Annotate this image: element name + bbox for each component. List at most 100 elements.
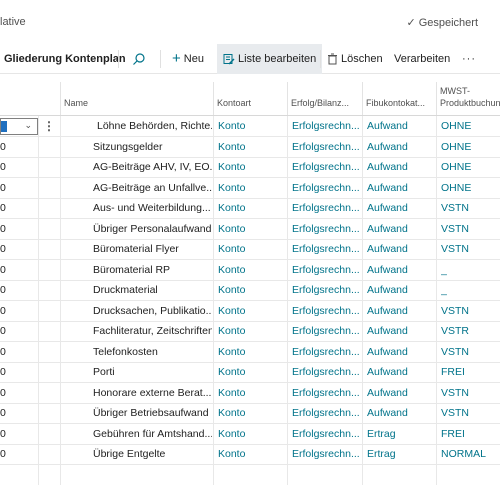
name-cell[interactable]: Sitzungsgelder: [93, 140, 163, 153]
kontoart-cell[interactable]: Konto: [218, 345, 246, 358]
fibu-category-cell[interactable]: Aufwand: [367, 140, 408, 153]
erfolg-bilanz-cell[interactable]: Erfolgsrechn...: [292, 407, 360, 419]
table-row[interactable]: 0 Drucksachen, Publikatio... Konto Erfolgsr…: [0, 300, 500, 322]
fibu-category-cell[interactable]: Aufwand: [367, 407, 408, 419]
mwst-product-cell[interactable]: _: [441, 284, 447, 296]
erfolg-bilanz-cell[interactable]: Erfolgsrechn...: [292, 263, 360, 276]
table-row[interactable]: 0 Büromaterial Flyer Konto Erfolgsrechn... A…: [0, 239, 500, 260]
process-menu[interactable]: Verarbeiten: [394, 53, 451, 65]
name-cell[interactable]: Druckmaterial: [93, 284, 158, 296]
kontoart-cell[interactable]: Konto: [218, 284, 246, 296]
account-no-cell[interactable]: 0: [0, 284, 6, 296]
account-no-cell[interactable]: 0: [0, 161, 6, 173]
table-row[interactable]: 0 Sitzungsgelder Konto Erfolgsrechn... Aufwa…: [0, 136, 500, 158]
mwst-product-cell[interactable]: OHNE: [441, 181, 472, 194]
fibu-category-cell[interactable]: Ertrag: [367, 427, 396, 440]
kontoart-cell[interactable]: Konto: [218, 161, 246, 173]
name-cell[interactable]: Büromaterial Flyer: [93, 243, 179, 255]
name-cell[interactable]: Übrige Entgelte: [93, 448, 166, 460]
erfolg-bilanz-cell[interactable]: Erfolgsrechn...: [292, 284, 360, 296]
kontoart-cell[interactable]: Konto: [218, 140, 246, 153]
table-row[interactable]: 0 Telefonkosten Konto Erfolgsrechn... Aufwan…: [0, 341, 500, 363]
kontoart-cell[interactable]: Konto: [218, 366, 246, 378]
table-row[interactable]: 0 AG-Beiträge an Unfallve... Konto Erfolgsr…: [0, 177, 500, 199]
fibu-category-cell[interactable]: Ertrag: [367, 448, 396, 460]
name-cell[interactable]: Telefonkosten: [93, 345, 158, 358]
column-header-kontoart[interactable]: Kontoart: [217, 98, 252, 108]
account-no-cell[interactable]: 0: [0, 243, 6, 255]
name-cell[interactable]: Fachliteratur, Zeitschriften: [93, 325, 212, 337]
fibu-category-cell[interactable]: Aufwand: [367, 243, 408, 255]
account-no-cell[interactable]: 0: [0, 427, 6, 440]
mwst-product-cell[interactable]: _: [441, 263, 447, 276]
column-header-mwst[interactable]: MWST- Produktbuchun: [440, 85, 500, 109]
table-row[interactable]: 0 Honorare externe Berat... Konto Erfolgsre…: [0, 382, 500, 404]
erfolg-bilanz-cell[interactable]: Erfolgsrechn...: [292, 222, 360, 235]
erfolg-bilanz-cell[interactable]: Erfolgsrechn...: [292, 325, 360, 337]
account-no-cell[interactable]: 0: [0, 407, 6, 419]
more-options-button[interactable]: ···: [462, 53, 476, 65]
vertical-dots-icon[interactable]: ⋮: [43, 119, 55, 133]
table-row[interactable]: 0 Übriger Personalaufwand Konto Erfolgsrech…: [0, 218, 500, 240]
account-no-cell[interactable]: 0: [0, 366, 6, 378]
account-no-cell[interactable]: 0: [0, 345, 6, 358]
fibu-category-cell[interactable]: Aufwand: [367, 325, 408, 337]
erfolg-bilanz-cell[interactable]: Erfolgsrechn...: [292, 448, 360, 460]
fibu-category-cell[interactable]: Aufwand: [367, 284, 408, 296]
table-row[interactable]: ⌄ ⋮ Löhne Behörden, Richte... Konto Erfolgsr…: [0, 116, 500, 137]
kontoart-cell[interactable]: Konto: [218, 304, 246, 317]
fibu-category-cell[interactable]: Aufwand: [367, 304, 408, 317]
erfolg-bilanz-cell[interactable]: Erfolgsrechn...: [292, 345, 360, 358]
mwst-product-cell[interactable]: OHNE: [441, 120, 472, 132]
mwst-product-cell[interactable]: FREI: [441, 366, 465, 378]
account-no-cell[interactable]: 0: [0, 263, 6, 276]
mwst-product-cell[interactable]: VSTN: [441, 407, 470, 419]
erfolg-bilanz-cell[interactable]: Erfolgsrechn...: [292, 427, 360, 440]
column-header-erfolg[interactable]: Erfolg/Bilanz...: [291, 98, 350, 108]
fibu-category-cell[interactable]: Aufwand: [367, 345, 408, 358]
name-cell[interactable]: Honorare externe Berat...: [93, 386, 212, 399]
erfolg-bilanz-cell[interactable]: Erfolgsrechn...: [292, 140, 360, 153]
erfolg-bilanz-cell[interactable]: Erfolgsrechn...: [292, 386, 360, 399]
erfolg-bilanz-cell[interactable]: Erfolgsrechn...: [292, 243, 360, 255]
account-no-cell[interactable]: 0: [0, 222, 6, 235]
search-button[interactable]: [128, 44, 150, 74]
table-row[interactable]: 0 AG-Beiträge AHV, IV, EO... Konto Erfolgsr…: [0, 157, 500, 178]
kontoart-cell[interactable]: Konto: [218, 263, 246, 276]
column-header-name[interactable]: Name: [64, 98, 89, 108]
kontoart-cell[interactable]: Konto: [218, 181, 246, 194]
account-no-cell[interactable]: 0: [0, 448, 6, 460]
column-header-fibu[interactable]: Fibukontokat...: [366, 98, 426, 108]
mwst-product-cell[interactable]: VSTN: [441, 222, 470, 235]
mwst-product-cell[interactable]: VSTN: [441, 202, 470, 214]
erfolg-bilanz-cell[interactable]: Erfolgsrechn...: [292, 161, 360, 173]
kontoart-cell[interactable]: Konto: [218, 386, 246, 399]
kontoart-cell[interactable]: Konto: [218, 202, 246, 214]
name-cell[interactable]: Drucksachen, Publikatio...: [93, 304, 212, 317]
fibu-category-cell[interactable]: Aufwand: [367, 181, 408, 194]
name-cell[interactable]: Büromaterial RP: [93, 263, 171, 276]
account-no-input[interactable]: ⌄: [0, 118, 38, 135]
mwst-product-cell[interactable]: VSTN: [441, 386, 470, 399]
mwst-product-cell[interactable]: NORMAL: [441, 448, 486, 460]
table-row[interactable]: 0 Aus- und Weiterbildung... Konto Erfolgsre…: [0, 198, 500, 219]
edit-list-button[interactable]: Liste bearbeiten: [217, 44, 323, 74]
kontoart-cell[interactable]: Konto: [218, 222, 246, 235]
fibu-category-cell[interactable]: Aufwand: [367, 202, 408, 214]
kontoart-cell[interactable]: Konto: [218, 448, 246, 460]
fibu-category-cell[interactable]: Aufwand: [367, 366, 408, 378]
account-no-cell[interactable]: 0: [0, 202, 6, 214]
table-row[interactable]: 0 Gebühren für Amtshand... Konto Erfolgsrec…: [0, 423, 500, 445]
new-button[interactable]: + Neu: [172, 44, 204, 74]
erfolg-bilanz-cell[interactable]: Erfolgsrechn...: [292, 366, 360, 378]
kontoart-cell[interactable]: Konto: [218, 325, 246, 337]
name-cell[interactable]: Porti: [93, 366, 115, 378]
account-no-cell[interactable]: 0: [0, 140, 6, 153]
erfolg-bilanz-cell[interactable]: Erfolgsrechn...: [292, 181, 360, 194]
table-row[interactable]: 0 Übriger Betriebsaufwand Konto Erfolgsrech…: [0, 403, 500, 424]
table-row[interactable]: 0 Fachliteratur, Zeitschriften Konto Erfolg…: [0, 321, 500, 342]
name-cell[interactable]: Übriger Personalaufwand: [93, 222, 212, 235]
account-no-cell[interactable]: 0: [0, 325, 6, 337]
name-cell[interactable]: AG-Beiträge AHV, IV, EO...: [93, 161, 212, 173]
name-cell[interactable]: Gebühren für Amtshand...: [93, 427, 212, 440]
